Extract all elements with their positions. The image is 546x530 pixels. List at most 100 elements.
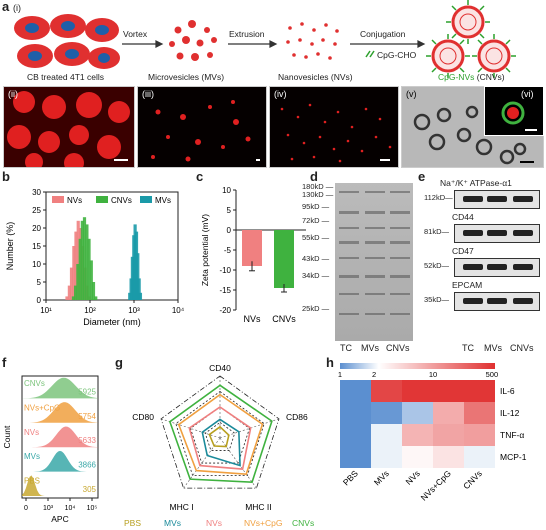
radar-grid — [190, 406, 250, 464]
series-label: NVs — [24, 428, 39, 437]
heatmap-cell — [464, 446, 495, 468]
series-label: PBS — [24, 477, 40, 486]
y-tick-label: -10 — [219, 266, 231, 275]
radar-legend-label: MVs — [164, 518, 181, 528]
micrograph-iii: (iii) — [137, 86, 267, 168]
gel-marker-label: 130kD — — [302, 190, 334, 199]
histogram-bar-cnvs — [85, 224, 89, 300]
y-axis-label: Zeta potential (mV) — [200, 214, 210, 286]
wb-lane-cnvs: CNVs — [510, 343, 534, 353]
wb-protein-label: Na⁺/K⁺ ATPase-α1 — [440, 178, 512, 188]
panel-g-letter: g — [115, 355, 123, 370]
wb-protein-label: EPCAM — [452, 280, 483, 290]
colorbar — [340, 363, 495, 369]
sub-vi-label: (vi) — [521, 89, 534, 99]
histogram-bar-nvs — [65, 296, 69, 300]
panel-h-letter: h — [326, 355, 334, 370]
series-value: 5754 — [78, 412, 96, 421]
histogram-nvs-cpg — [22, 402, 98, 423]
heatmap-col-label: NVs — [403, 468, 421, 486]
label-cnvs-prefix: CpG-NVs — [438, 72, 475, 82]
histogram-bar-cnvs — [76, 264, 80, 300]
radar-series-nvs — [188, 406, 252, 470]
panel-a-letter: a — [2, 0, 10, 14]
radar-legend-label: NVs — [206, 518, 222, 528]
wb-strip — [454, 292, 540, 311]
wb-protein-label: CD44 — [452, 212, 474, 222]
heatmap-row-label: MCP-1 — [500, 452, 527, 462]
sub-v-label: (v) — [406, 89, 417, 99]
panel-c-letter: c — [196, 169, 204, 184]
histogram-mvs — [22, 450, 98, 472]
heatmap-cell — [464, 402, 495, 424]
y-axis-label: Count — [2, 425, 12, 448]
wb-strip — [454, 190, 540, 209]
y-tick-label: -5 — [224, 246, 232, 255]
heatmap-cell — [340, 446, 371, 468]
label-cells: CB treated 4T1 cells — [27, 72, 105, 82]
gel-marker-label: 25kD — — [302, 304, 330, 313]
y-tick-label: 0 — [227, 226, 232, 235]
histogram-bar-cnvs — [71, 296, 76, 300]
colorbar-tick-label: 1 — [338, 370, 342, 379]
legend-swatch — [96, 196, 108, 203]
heatmap-cell — [402, 380, 433, 402]
y-tick-label: 15 — [32, 242, 41, 251]
reagent-label: CpG-CHO — [377, 50, 417, 60]
gel-marker-label: 180kD — — [302, 182, 334, 191]
radar-grid — [175, 391, 265, 477]
heatmap-cell — [433, 402, 464, 424]
heatmap-col-label: MVs — [372, 468, 391, 487]
histogram-cnvs — [22, 377, 98, 399]
y-tick-label: 25 — [32, 206, 41, 215]
radar-legend-label: NVs+CpG — [244, 518, 283, 528]
histogram-bar-cnvs — [80, 220, 84, 300]
histogram-bar-cnvs — [82, 217, 87, 300]
x-tick-label: 10³ — [128, 306, 140, 315]
histogram-bar-cnvs — [94, 296, 98, 300]
x-tick-label: 10⁴ — [65, 505, 76, 512]
gel-marker-label: 55kD — — [302, 233, 330, 242]
radar-series-mvs — [201, 418, 241, 467]
gel-marker-label: 43kD — — [302, 254, 330, 263]
wb-band — [487, 196, 507, 202]
wb-kd-label: 81kD— — [424, 227, 450, 236]
gel-image — [335, 183, 413, 341]
histogram-bar-cnvs — [89, 260, 93, 300]
colorbar-tick-label: 2 — [372, 370, 376, 379]
label-nvs: Nanovesicles (NVs) — [278, 72, 353, 82]
legend-label: CNVs — [111, 196, 132, 205]
radar-axis-label: MHC II — [245, 502, 271, 512]
histogram-bar-mvs — [138, 292, 143, 300]
gel-lane-tc: TC — [340, 343, 352, 353]
panel-a-sub-i: (i) — [13, 3, 21, 13]
wb-band — [463, 230, 483, 236]
bar-nvs — [242, 230, 262, 266]
wb-band — [463, 298, 483, 304]
y-tick-label: 10 — [32, 260, 41, 269]
micrograph-vi-inset: (vi) — [484, 86, 544, 136]
heatmap-cell — [371, 380, 402, 402]
histogram-bar-mvs — [137, 278, 141, 300]
wb-band — [487, 264, 507, 270]
panel-e-letter: e — [418, 169, 426, 184]
sub-ii-label: (ii) — [8, 89, 18, 99]
radar-axis-label: MHC I — [170, 502, 194, 512]
heatmap-cell — [464, 380, 495, 402]
x-tick-label: 10⁴ — [172, 306, 185, 315]
heatmap-cell — [371, 402, 402, 424]
heatmap-col-label: CNVs — [461, 468, 484, 491]
series-value: 305 — [83, 485, 97, 494]
heatmap-cell — [433, 380, 464, 402]
radar-axis-label: CD80 — [132, 412, 154, 422]
gel-marker-label: 95kD — — [302, 202, 330, 211]
histogram-pbs — [22, 475, 98, 496]
heatmap-row-label: IL-6 — [500, 386, 515, 396]
y-tick-label: -20 — [219, 306, 231, 315]
y-tick-label: 5 — [227, 206, 232, 215]
zeta-potential-chart: 10 5 0 -5 -10 -15 -20 Zeta potential (mV) NVs CNV… — [200, 186, 306, 324]
micrograph-ii: (ii) — [3, 86, 135, 168]
radar-axis-label: CD40 — [209, 363, 231, 373]
gel-lane-cnvs: CNVs — [386, 343, 410, 353]
arrow-conjugation-label: Conjugation — [360, 29, 406, 39]
